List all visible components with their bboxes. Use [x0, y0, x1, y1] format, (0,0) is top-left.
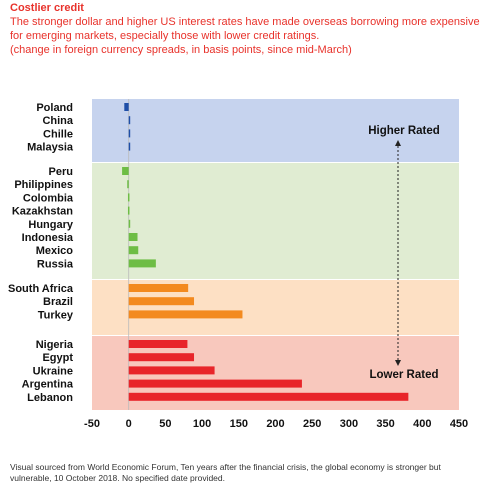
- x-axis-ticks: -50 0 50 100 150 200 250 300 350 400 450: [84, 418, 468, 430]
- bar-malaysia: [128, 142, 131, 151]
- bar-hungary: [128, 219, 131, 228]
- bar-poland: [124, 103, 129, 111]
- bar-peru: [122, 167, 129, 175]
- bar-chille: [128, 129, 131, 138]
- x-tick-label: 300: [340, 418, 358, 430]
- bar-colombia: [127, 193, 130, 202]
- annotations: Higher Rated Lower Rated: [368, 125, 440, 381]
- x-tick-label: 100: [193, 418, 211, 430]
- source-note: Visual sourced from World Economic Forum…: [10, 462, 441, 483]
- bar-indonesia: [128, 233, 138, 241]
- category-label-philippines: Philippines: [14, 179, 73, 191]
- arrow-up-icon: [395, 140, 401, 146]
- bar-turkey: [128, 310, 243, 319]
- chart-subtitle: The stronger dollar and higher US intere…: [10, 15, 482, 57]
- category-label-south-africa: South Africa: [8, 283, 74, 295]
- bar-philippines: [127, 180, 129, 189]
- category-label-malaysia: Malaysia: [27, 142, 74, 154]
- category-label-china: China: [42, 115, 73, 127]
- category-label-ukraine: Ukraine: [33, 365, 73, 377]
- category-label-egypt: Egypt: [42, 352, 73, 364]
- x-tick-label: 400: [413, 418, 431, 430]
- category-label-mexico: Mexico: [36, 245, 74, 257]
- bar-kazakhstan: [127, 206, 130, 215]
- bar-lebanon: [128, 392, 409, 401]
- bar-china: [128, 116, 131, 125]
- x-tick-label: 0: [126, 418, 132, 430]
- x-tick-label: 50: [159, 418, 171, 430]
- subtitle-units: (change in foreign currency spreads, in …: [10, 44, 352, 56]
- bar-south-africa: [128, 284, 189, 292]
- category-label-argentina: Argentina: [22, 379, 74, 391]
- x-tick-label: 150: [230, 418, 248, 430]
- x-tick-label: 450: [450, 418, 468, 430]
- arrow-down-icon: [395, 360, 401, 366]
- x-tick-label: 200: [266, 418, 284, 430]
- bar-mexico: [128, 246, 139, 255]
- bar-argentina: [128, 379, 302, 388]
- rating-bands: [92, 99, 459, 410]
- category-label-brazil: Brazil: [43, 296, 73, 308]
- category-label-kazakhstan: Kazakhstan: [12, 206, 73, 218]
- category-label-indonesia: Indonesia: [22, 232, 74, 244]
- category-label-peru: Peru: [49, 166, 73, 178]
- x-tick-label: 350: [376, 418, 394, 430]
- higher-rated-label: Higher Rated: [368, 125, 440, 137]
- bar-ukraine: [128, 366, 215, 375]
- bar-nigeria: [128, 340, 188, 348]
- bar-brazil: [128, 297, 195, 306]
- category-label-nigeria: Nigeria: [36, 339, 74, 351]
- subtitle-description: The stronger dollar and higher US intere…: [10, 16, 480, 42]
- category-label-lebanon: Lebanon: [27, 392, 73, 404]
- category-label-russia: Russia: [37, 258, 74, 270]
- x-tick-label: 250: [303, 418, 321, 430]
- category-label-chille: Chille: [43, 128, 73, 140]
- bar-russia: [128, 259, 156, 268]
- category-label-colombia: Colombia: [23, 192, 74, 204]
- bars: [122, 103, 409, 401]
- lower-rated-label: Lower Rated: [369, 369, 438, 381]
- x-tick-label: -50: [84, 418, 100, 430]
- bar-egypt: [128, 353, 195, 362]
- category-label-poland: Poland: [36, 102, 73, 114]
- category-label-turkey: Turkey: [38, 309, 74, 321]
- chart-title: Costlier credit: [10, 2, 84, 14]
- category-label-hungary: Hungary: [28, 219, 74, 231]
